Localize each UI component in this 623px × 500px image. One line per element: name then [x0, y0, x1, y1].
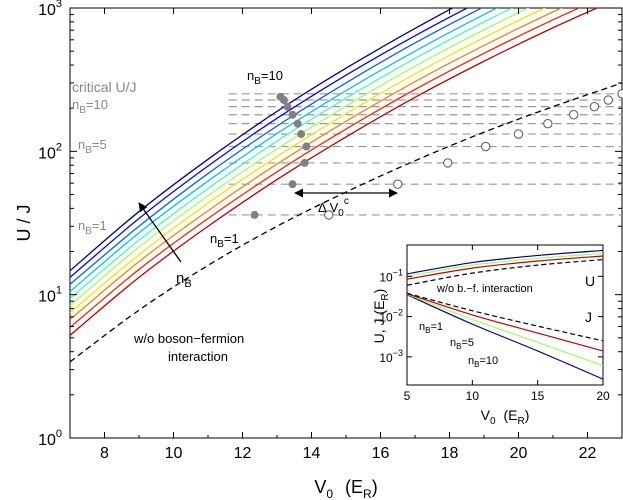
series-line-nb7	[70, 8, 499, 293]
inset-nb1-label: nB=1	[419, 321, 443, 335]
critical-dot-7	[288, 110, 297, 119]
critical-dot-1	[250, 210, 259, 219]
noint-marker-10	[617, 89, 623, 99]
critical-dot-4	[302, 142, 311, 151]
noint-marker-2	[393, 179, 403, 189]
inset-J-line-nB=10	[407, 294, 603, 380]
noint-marker-5	[513, 129, 524, 139]
nb10-left-label: nB=10	[72, 97, 108, 116]
x-tick-label-10: 10	[165, 445, 183, 462]
series-line-nb5	[70, 8, 530, 307]
noint-marker-6	[543, 118, 553, 129]
inset-J-line-nB=1	[407, 293, 603, 352]
inset-x-tick-label-20: 20	[596, 389, 610, 403]
x-tick-label-18: 18	[441, 445, 459, 462]
inset-J-line-nB=5	[407, 293, 603, 367]
critical-dot-2	[288, 180, 297, 189]
y-tick-label-2: 102	[38, 141, 62, 162]
inset-noint-label: w/o b.−f. interaction	[436, 283, 533, 295]
inset-nb5-label: nB=5	[450, 337, 474, 351]
nb-arrow-label: nB	[176, 270, 192, 290]
critical-dot-8	[283, 102, 292, 111]
y-tick-label-3: 103	[38, 0, 62, 19]
y-tick-label-0: 100	[38, 428, 62, 449]
inset-J-line-noint	[407, 292, 603, 342]
x-tick-label-16: 16	[372, 445, 390, 462]
y-axis-label: U / J	[14, 204, 34, 241]
inset-plot-frame	[406, 244, 604, 386]
noint-marker-9	[603, 95, 613, 105]
nb-direction-arrow	[138, 202, 182, 263]
nb-series-group	[70, 8, 599, 336]
critical-dot-6	[293, 119, 302, 128]
nb1-left-label: nB=1	[78, 218, 107, 237]
inset-label-U: U	[585, 273, 595, 289]
x-axis-label: V0 (ER)	[314, 477, 377, 500]
inset-axis-ticks: 5 10 15 20 10−3 10−2 10−1	[379, 245, 610, 403]
inset-y-tick-label-1: 10−2	[379, 308, 403, 325]
inset-U-line-nB=5	[407, 252, 603, 277]
critical-dot-3	[300, 158, 309, 167]
nb10-top-label: nB=10	[247, 68, 283, 87]
series-line-nb8	[70, 8, 484, 285]
nb1-dot-label: nB=1	[210, 231, 239, 250]
series-line-nb10	[70, 8, 454, 272]
inset-x-tick-label-15: 15	[531, 389, 545, 403]
inset-x-tick-label-10: 10	[466, 389, 480, 403]
inset-y-tick-label-2: 10−1	[379, 267, 403, 284]
main-axis-ticks: 8 10 12 14 16 18 20 22 100 101 102 103	[38, 0, 623, 462]
y-tick-label-1: 101	[38, 285, 62, 306]
inset-y-axis-label: U, J (ER)	[371, 289, 391, 344]
series-line-nb4	[70, 8, 547, 314]
series-line-nb6	[70, 8, 514, 300]
noint-marker-1	[324, 210, 334, 220]
series-line-nb2	[70, 8, 581, 329]
x-tick-label-22: 22	[579, 445, 597, 462]
marker-group	[250, 89, 623, 220]
critical-dot-5	[297, 130, 306, 139]
inset-x-axis-label: V0 (ER)	[481, 407, 530, 427]
inset-series-group	[407, 249, 603, 380]
series-line-nb9	[70, 8, 469, 278]
inset-label-J: J	[585, 309, 592, 325]
inset-U-line-nB=10	[407, 249, 603, 275]
critical-title: critical U/J	[72, 79, 137, 95]
inset-y-tick-label-0: 10−3	[379, 348, 403, 365]
noint-marker-4	[481, 141, 491, 152]
noint-marker-7	[569, 110, 579, 120]
x-tick-label-20: 20	[510, 445, 528, 462]
x-tick-label-14: 14	[303, 445, 321, 462]
noint-marker-3	[443, 158, 453, 168]
series-line-nb3	[70, 8, 563, 321]
noint-label-line2: interaction	[168, 349, 228, 364]
delta-v-label: Δ V0c	[318, 196, 349, 219]
critical-dot-10	[276, 92, 285, 101]
nb5-left-label: nB=5	[78, 137, 107, 156]
inset-U-line-nB=1	[407, 255, 603, 280]
inset-x-tick-label-5: 5	[404, 389, 411, 403]
inset-nb10-label: nB=10	[468, 355, 498, 369]
x-tick-label-8: 8	[100, 445, 109, 462]
noint-marker-8	[589, 101, 600, 112]
inset-U-line-noint	[407, 259, 603, 286]
x-tick-label-12: 12	[234, 445, 252, 462]
series-line-nb1	[70, 8, 599, 336]
noint-label-line1: w/o boson−fermion	[133, 331, 244, 346]
